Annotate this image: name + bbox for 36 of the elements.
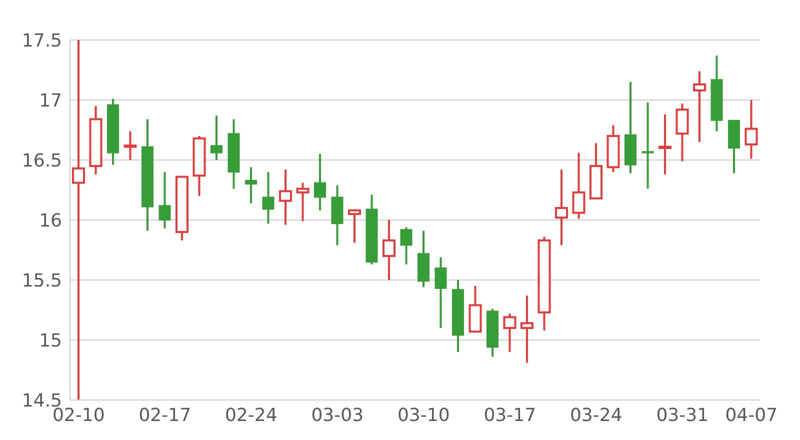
x-tick-label: 03-31 (656, 404, 709, 426)
y-tick-label: 15.5 (22, 270, 62, 292)
candlestick (658, 113, 672, 176)
y-tick-label: 16.5 (22, 150, 62, 172)
candlestick (124, 130, 137, 161)
candlestick (503, 312, 516, 353)
x-tick-label: 02-17 (138, 404, 192, 426)
candlestick (72, 40, 85, 400)
candlestick (555, 168, 568, 246)
x-tick-label: 03-10 (397, 404, 450, 426)
candlestick (572, 152, 586, 220)
x-tick-label: 03-03 (311, 404, 364, 426)
candlestick (520, 294, 534, 364)
y-tick-label: 17.5 (22, 30, 62, 52)
candlestick (158, 171, 171, 230)
candlestick (744, 99, 758, 160)
candlestick (642, 101, 654, 190)
candlestick (314, 153, 326, 212)
x-tick-label: 03-24 (570, 404, 622, 426)
x-tick-label: 02-24 (224, 404, 278, 426)
y-tick-label: 15 (39, 330, 62, 352)
x-tick-label: 03-17 (484, 404, 536, 426)
candlestick (693, 70, 706, 143)
candlestick (296, 182, 310, 222)
candlestick (382, 219, 396, 281)
candlestick (400, 226, 412, 266)
x-tick-label: 04-07 (725, 404, 778, 426)
y-tick-label: 17 (39, 90, 62, 112)
candlestick (210, 114, 222, 161)
candlestick (434, 256, 447, 329)
candlestick (245, 166, 257, 204)
candlestick (279, 168, 292, 226)
candlestick (348, 208, 361, 244)
candlestick (262, 171, 274, 225)
y-tick-label: 16 (39, 210, 62, 232)
candlestick (676, 102, 689, 162)
